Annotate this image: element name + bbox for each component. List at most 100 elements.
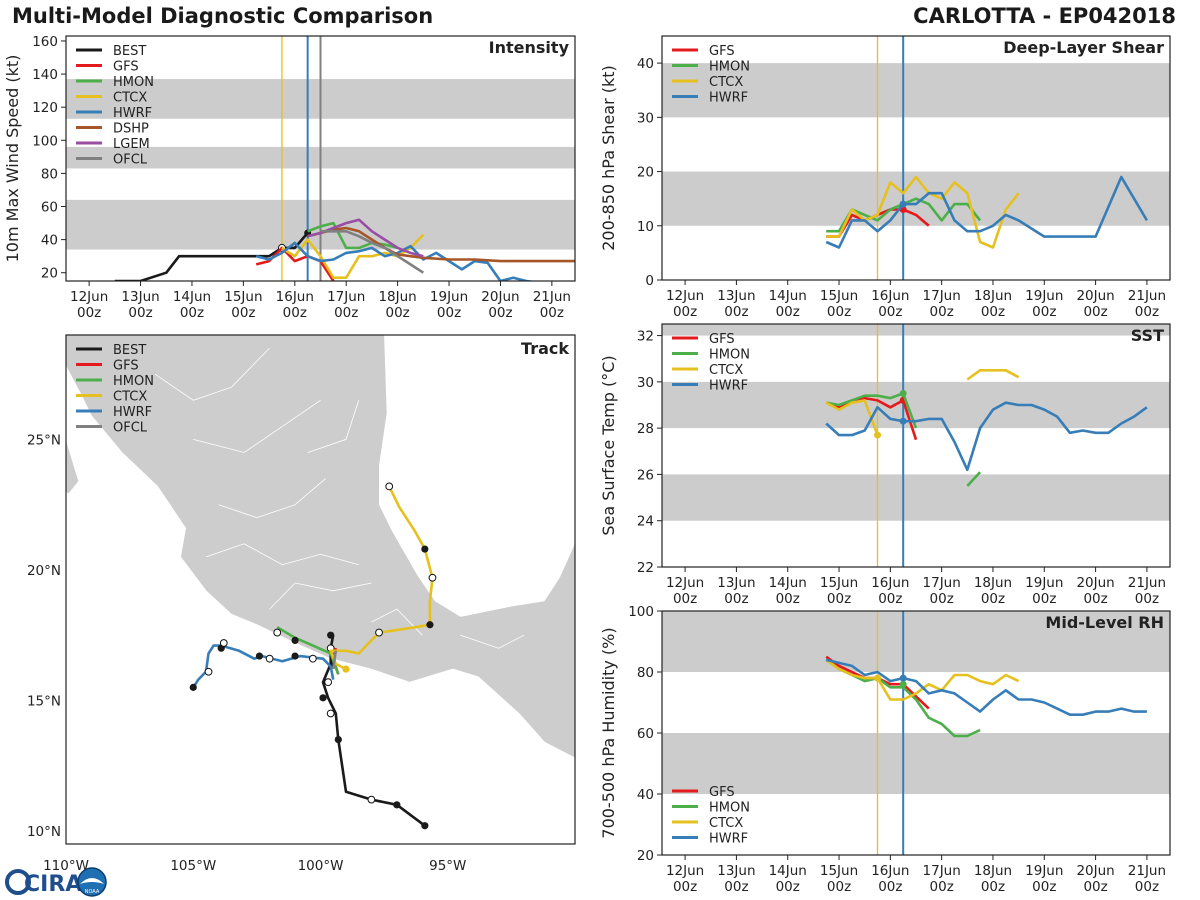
track-series-ctcx [329, 485, 434, 671]
track-marker-open-best [367, 795, 376, 804]
rh-legend-label-gfs: GFS [709, 785, 735, 800]
sst-ytick-label: 22 [637, 560, 654, 576]
shear-marker-hwrf [899, 200, 907, 208]
track-marker-open-hwrf [219, 639, 228, 647]
sst-marker-ctcx [874, 431, 882, 439]
intensity-xtick-label: 00z [180, 305, 204, 321]
cira-logo: CIRA NOAA [5, 867, 107, 897]
sst-xtick-label: 21Jun [1128, 575, 1166, 591]
intensity-ytick-label: 60 [41, 200, 58, 216]
shear-legend-label-gfs: GFS [709, 44, 735, 59]
intensity-panel: 2040608010012014016012Jun00z13Jun00z14Ju… [3, 34, 576, 321]
track-marker-best [319, 694, 327, 702]
state-border [218, 478, 326, 519]
shear-xtick-label: 00z [1135, 304, 1159, 320]
intensity-ytick-label: 140 [32, 67, 58, 83]
rh-xtick-label: 12Jun [666, 863, 704, 879]
sst-legend-label-hmon: HMON [709, 348, 750, 363]
intensity-xtick-label: 00z [488, 305, 512, 321]
rh-xtick-label: 00z [878, 879, 902, 895]
intensity-xtick-label: 15Jun [224, 289, 262, 305]
sst-ytick-label: 28 [637, 421, 654, 437]
track-xtick-label: 95°W [429, 858, 466, 874]
shear-legend-label-ctcx: CTCX [709, 75, 743, 90]
track-marker-open-hwrf [265, 654, 274, 663]
rh-xtick-label: 15Jun [820, 863, 858, 879]
intensity-legend-label-best: BEST [113, 44, 146, 59]
track-frame [65, 334, 576, 845]
shear-xtick-label: 00z [724, 304, 748, 320]
logo-sub-text: NOAA [85, 889, 100, 895]
track-marker-best [393, 801, 401, 809]
shear-series-ctcx [826, 175, 1020, 249]
sst-ytick-label: 32 [637, 329, 654, 345]
rh-xtick-label: 00z [1083, 879, 1107, 895]
track-marker-best [334, 735, 342, 744]
state-border [269, 582, 372, 610]
shear-xtick-label: 17Jun [923, 288, 961, 304]
rh-legend-label-ctcx: CTCX [709, 816, 743, 831]
sst-xtick-label: 17Jun [923, 575, 961, 591]
track-marker-open-hwrf [204, 667, 213, 676]
intensity-xtick-label: 16Jun [276, 289, 314, 305]
sst-series-hmon [966, 471, 982, 487]
intensity-frame [65, 35, 576, 282]
sst-xtick-label: 00z [878, 591, 902, 607]
rh-ylabel: 700-500 hPa Humidity (%) [599, 627, 618, 838]
intensity-legend-label-gfs: GFS [113, 60, 139, 75]
shear-ytick-label: 20 [637, 165, 654, 181]
intensity-legend-label-ctcx: CTCX [113, 91, 147, 106]
intensity-xtick-label: 00z [128, 305, 152, 321]
intensity-legend-label-ofcl: OFCL [113, 153, 148, 168]
intensity-series-gfs [255, 246, 335, 281]
shear-ytick-label: 0 [645, 273, 654, 289]
sst-marker-hwrf [899, 417, 907, 425]
intensity-ytick-label: 40 [41, 233, 58, 249]
rh-xtick-label: 17Jun [923, 863, 961, 879]
rh-band [662, 611, 1170, 672]
shear-ytick-label: 40 [637, 56, 654, 72]
sst-band [662, 474, 1170, 521]
track-marker-open-ctcx [385, 482, 394, 491]
track-series-hwrf [192, 644, 335, 689]
intensity-legend-label-dshp: DSHP [113, 122, 149, 137]
intensity-legend-label-hwrf: HWRF [113, 106, 152, 121]
shear-ytick-label: 30 [637, 110, 654, 126]
sst-xtick-label: 00z [1032, 591, 1056, 607]
shear-title: Deep-Layer Shear [1003, 38, 1164, 57]
track-panel: 10°N 15°N 20°N 25°N 110°W 105°W 100°W 95°W Track… [27, 334, 576, 874]
track-marker-best [327, 631, 335, 639]
track-xtick-label: 105°W [170, 858, 216, 874]
sst-ylabel: Sea Surface Temp (°C) [599, 355, 618, 535]
rh-xtick-label: 00z [673, 879, 697, 895]
intensity-series-dshp [307, 226, 575, 263]
sst-marker-hmon [899, 389, 907, 397]
sst-xtick-label: 13Jun [717, 575, 755, 591]
sst-xtick-label: 19Jun [1025, 575, 1063, 591]
track-legend-label-gfs: GFS [113, 359, 139, 374]
track-ytick-label: 10°N [27, 824, 61, 840]
intensity-xtick-label: 00z [283, 305, 307, 321]
intensity-ylabel: 10m Max Wind Speed (kt) [3, 55, 22, 263]
shear-frame [661, 35, 1171, 281]
intensity-xtick-label: 19Jun [430, 289, 468, 305]
rh-xtick-label: 00z [1135, 879, 1159, 895]
shear-legend-label-hwrf: HWRF [709, 91, 748, 106]
sst-xtick-label: 12Jun [666, 575, 704, 591]
rh-xtick-label: 21Jun [1128, 863, 1166, 879]
track-legend-label-best: BEST [113, 343, 146, 358]
rh-xtick-label: 13Jun [717, 863, 755, 879]
track-marker-ctcx [342, 665, 350, 673]
sst-xtick-label: 00z [776, 591, 800, 607]
sst-xtick-label: 15Jun [820, 575, 858, 591]
intensity-xtick-label: 13Jun [121, 289, 159, 305]
rh-marker-hmon [899, 680, 907, 688]
rh-marker-hwrf [899, 674, 907, 682]
track-series-best [321, 634, 426, 827]
track-marker-hwrf [291, 652, 299, 660]
shear-xtick-label: 00z [776, 304, 800, 320]
rh-ytick-label: 60 [637, 726, 654, 742]
